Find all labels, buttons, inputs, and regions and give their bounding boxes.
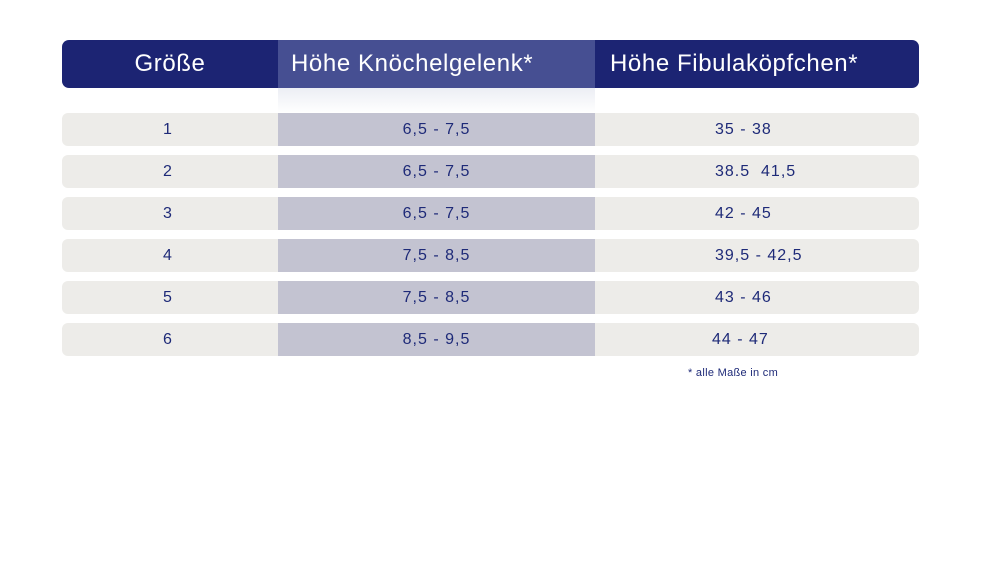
- ankle-cell: 6,5 - 7,5: [278, 197, 595, 230]
- size-cell: 3: [163, 204, 173, 222]
- table-row: 1 6,5 - 7,5 35 - 38: [62, 113, 919, 146]
- size-table: Größe Höhe Knöchelgelenk* Höhe Fibulaköp…: [62, 40, 919, 88]
- ankle-cell: 7,5 - 8,5: [278, 239, 595, 272]
- footnote: * alle Maße in cm: [688, 367, 779, 379]
- size-cell: 5: [163, 288, 173, 306]
- fibula-cell: 43 - 46: [715, 288, 772, 306]
- table-row: 5 7,5 - 8,5 43 - 46: [62, 281, 919, 314]
- ankle-cell: 8,5 - 9,5: [278, 323, 595, 356]
- size-cell: 1: [163, 120, 173, 138]
- table-row: 2 6,5 - 7,5 38.5 41,5: [62, 155, 919, 188]
- header-size: Größe: [134, 50, 206, 77]
- table-header: Größe Höhe Knöchelgelenk* Höhe Fibulaköp…: [62, 40, 919, 88]
- fibula-cell: 44 - 47: [712, 330, 769, 348]
- ankle-cell: 7,5 - 8,5: [278, 281, 595, 314]
- column-highlight-fade: [278, 88, 595, 113]
- ankle-cell: 6,5 - 7,5: [278, 155, 595, 188]
- size-cell: 2: [163, 162, 173, 180]
- ankle-cell: 6,5 - 7,5: [278, 113, 595, 146]
- table-row: 6 8,5 - 9,5 44 - 47: [62, 323, 919, 356]
- fibula-cell: 38.5 41,5: [715, 162, 797, 180]
- size-cell: 4: [163, 246, 173, 264]
- header-ankle-height: Höhe Knöchelgelenk*: [278, 40, 595, 88]
- header-fibula-height: Höhe Fibulaköpfchen*: [610, 50, 859, 77]
- table-row: 4 7,5 - 8,5 39,5 - 42,5: [62, 239, 919, 272]
- size-cell: 6: [163, 330, 173, 348]
- fibula-cell: 42 - 45: [715, 204, 772, 222]
- fibula-cell: 39,5 - 42,5: [715, 246, 803, 264]
- table-row: 3 6,5 - 7,5 42 - 45: [62, 197, 919, 230]
- fibula-cell: 35 - 38: [715, 120, 772, 138]
